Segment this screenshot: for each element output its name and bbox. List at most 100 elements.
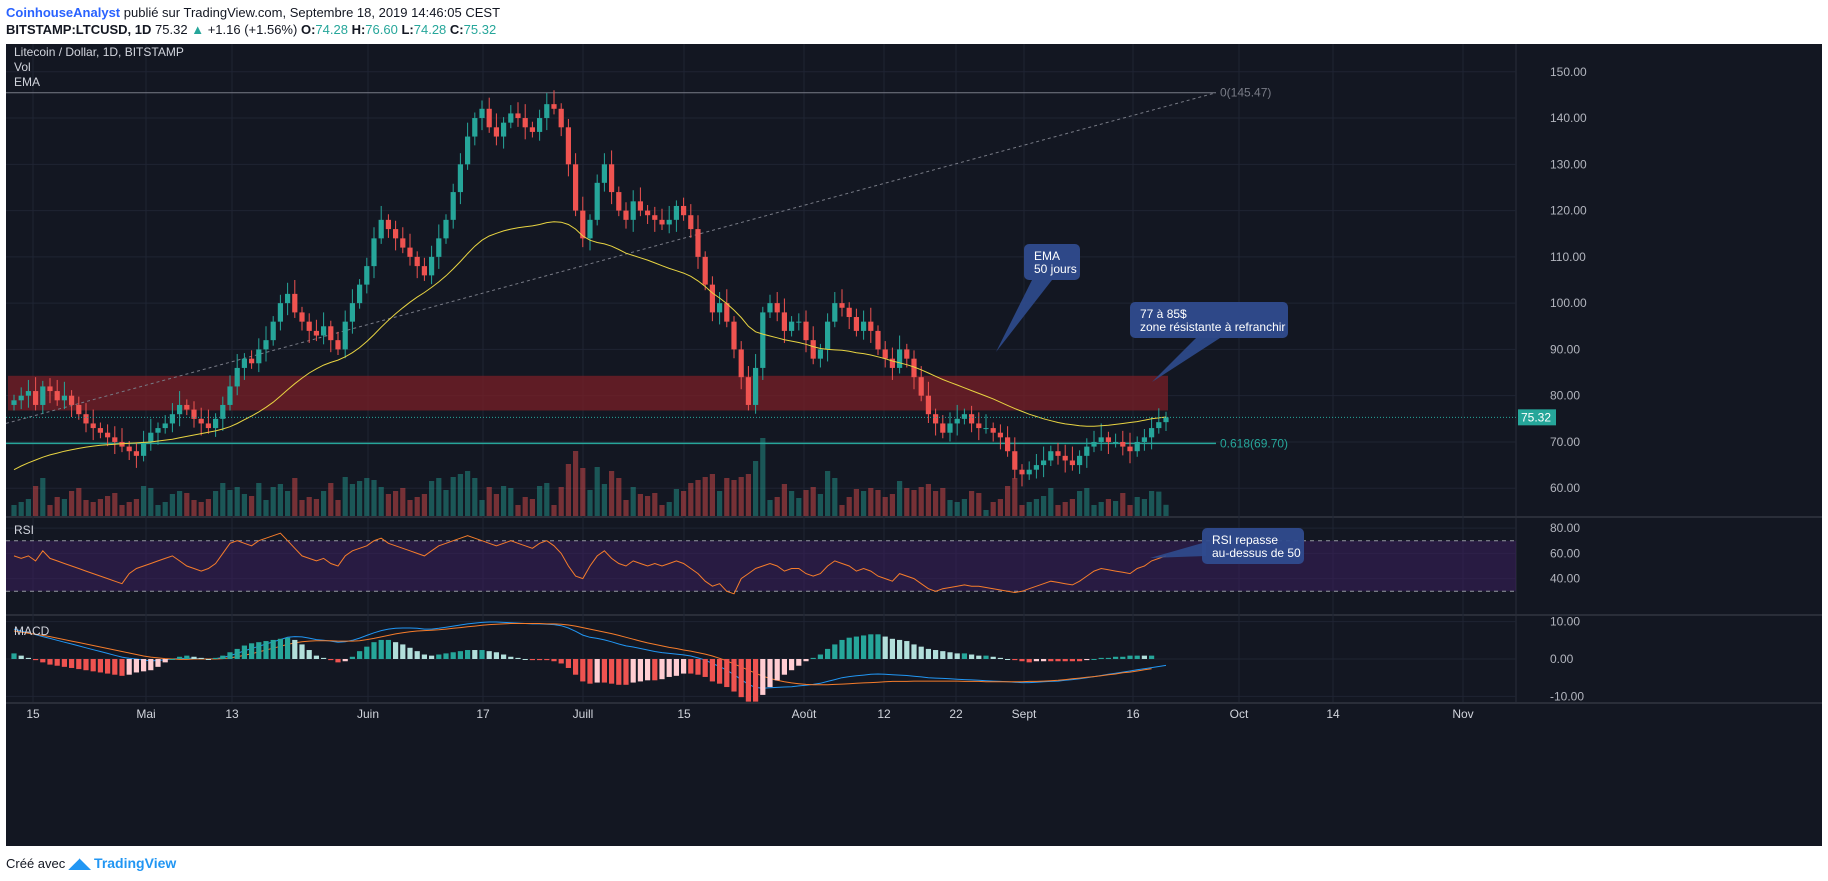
macd-hist-bar (47, 659, 53, 665)
candle (112, 437, 118, 442)
candle (321, 326, 327, 336)
rsi-callout-box (1202, 528, 1304, 564)
macd-hist-bar (443, 653, 449, 659)
volume-bar (421, 494, 427, 516)
candle (371, 238, 377, 267)
macd-hist-bar (1005, 659, 1011, 660)
macd-hist-bar (357, 651, 363, 659)
candle (882, 349, 888, 359)
macd-hist-bar (875, 634, 881, 659)
macd-hist-bar (897, 639, 903, 659)
macd-hist-bar (378, 639, 384, 659)
volume-bar (198, 502, 204, 516)
candle (1134, 441, 1140, 452)
volume-bar (702, 477, 708, 516)
candle (537, 118, 543, 132)
volume-bar (767, 500, 773, 516)
candle (832, 303, 838, 322)
macd-hist-bar (695, 659, 701, 675)
macd-hist-bar (1105, 657, 1111, 659)
volume-bar (450, 477, 456, 516)
macd-hist-bar (1033, 659, 1039, 662)
candle (839, 303, 845, 308)
macd-hist-bar (349, 656, 355, 659)
candle (997, 432, 1003, 438)
volume-bar (83, 500, 89, 516)
candle (177, 404, 183, 415)
macd-hist-bar (1127, 655, 1133, 659)
volume-bar (825, 471, 831, 516)
volume-bar (637, 494, 643, 516)
open-label: O: (300, 22, 316, 37)
macd-hist-bar (688, 659, 694, 674)
volume-bar (558, 487, 564, 516)
chart-canvas[interactable]: 0(145.47) 0.618(69.70) 60.00 70.00 80.00 90.… (6, 44, 1822, 846)
volume-bar (1062, 502, 1068, 516)
volume-bar (1091, 505, 1097, 516)
candle (688, 215, 694, 230)
macd-hist-bar (990, 656, 996, 659)
volume-bar (155, 505, 161, 516)
macd-hist-bar (105, 659, 111, 674)
candle (421, 266, 427, 276)
volume-bar (990, 502, 996, 516)
volume-bar (249, 496, 255, 516)
volume-bar (436, 478, 442, 516)
macd-hist-bar (342, 659, 348, 662)
price-tick-label: 140.00 (1550, 111, 1587, 125)
macd-hist-bar (11, 653, 17, 659)
volume-bar (544, 483, 550, 516)
macd-hist-bar (522, 659, 528, 660)
rsi-callout-pointer (1150, 542, 1206, 558)
volume-bar (1077, 491, 1083, 516)
volume-bar (184, 493, 190, 516)
macd-hist-bar (184, 655, 190, 659)
legend-ema: EMA (14, 75, 40, 89)
volume-bar (414, 497, 420, 516)
volume-bar (1005, 486, 1011, 516)
candle (40, 386, 46, 405)
macd-hist-bar (83, 659, 89, 671)
macd-hist-bar (580, 659, 586, 682)
volume-bar (522, 497, 528, 516)
candle (249, 358, 255, 364)
volume-bar (465, 471, 471, 516)
volume-bar (1048, 488, 1054, 516)
macd-hist-bar (515, 657, 521, 659)
price-change: +1.16 (+1.56%) (207, 22, 298, 37)
time-tick-label: 12 (877, 707, 891, 721)
macd-hist-bar (774, 659, 780, 681)
candle (717, 303, 723, 313)
volume-bar (501, 486, 507, 516)
candle (1113, 441, 1119, 443)
volume-bar (342, 477, 348, 516)
candle (529, 127, 535, 132)
price-tick-label: 90.00 (1550, 342, 1580, 356)
tradingview-brand[interactable]: TradingView (94, 855, 177, 871)
candle (587, 219, 593, 239)
volume-bar (227, 490, 233, 516)
volume-bar (371, 480, 377, 516)
volume-bar (1012, 478, 1018, 516)
volume-bar (112, 493, 118, 516)
macd-hist-bar (594, 659, 600, 683)
author-link[interactable]: CoinhouseAnalyst (6, 5, 121, 20)
price-tick-label: 110.00 (1550, 250, 1586, 264)
volume-bar (18, 502, 24, 516)
volume-bar (313, 499, 319, 516)
macd-hist-bar (983, 655, 989, 659)
macd-hist-bar (666, 659, 672, 677)
volume-bar (1134, 497, 1140, 516)
ema-callout-text: EMA (1034, 249, 1060, 263)
candle (69, 395, 75, 405)
candle (198, 418, 204, 424)
volume-bar (551, 505, 557, 516)
macd-hist-bar (738, 659, 744, 698)
macd-hist-bar (328, 659, 334, 661)
volume-bar (69, 491, 75, 516)
candle (1048, 451, 1054, 461)
volume-bar (673, 489, 679, 516)
candle (889, 358, 895, 368)
macd-hist-bar (587, 659, 593, 684)
macd-hist-bar (508, 656, 514, 659)
